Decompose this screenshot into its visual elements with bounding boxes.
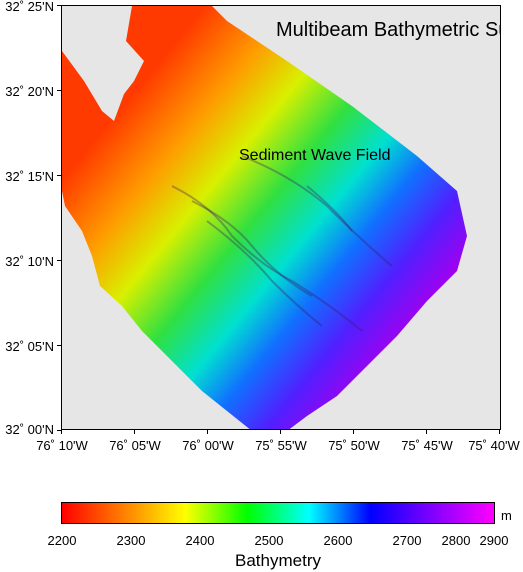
lon-tick xyxy=(353,430,354,434)
lat-label: 32˚ 05'N xyxy=(5,339,54,354)
lon-label: 75˚ 55'W xyxy=(255,438,307,453)
sediment-wave-ridges xyxy=(171,155,393,332)
colorbar-tick-label: 2700 xyxy=(392,533,422,548)
lon-label: 75˚ 50'W xyxy=(328,438,380,453)
colorbar-tick-label: 2200 xyxy=(47,533,77,548)
lon-tick xyxy=(134,430,135,434)
colorbar-unit: m xyxy=(501,508,512,523)
sediment-wave-label: Sediment Wave Field xyxy=(239,147,391,164)
lon-label: 76˚ 05'W xyxy=(109,438,161,453)
lon-label: 76˚ 00'W xyxy=(182,438,234,453)
colorbar-tick-label: 2900 xyxy=(479,533,509,548)
lat-tick xyxy=(57,90,62,91)
colorbar-tick-label: 2400 xyxy=(185,533,215,548)
bathymetry-map: Multibeam Bathymetric Survey Sediment Wa… xyxy=(61,5,501,430)
lon-label: 75˚ 45'W xyxy=(401,438,453,453)
lon-tick xyxy=(426,430,427,434)
colorbar-tick-label: 2800 xyxy=(441,533,471,548)
lat-label: 32˚ 25'N xyxy=(5,0,54,14)
colorbar-tick-label: 2500 xyxy=(254,533,284,548)
lon-tick xyxy=(207,430,208,434)
lon-label: 75˚ 40'W xyxy=(468,438,520,453)
lon-tick xyxy=(61,430,62,434)
lat-tick xyxy=(57,430,62,431)
lat-label: 32˚ 00'N xyxy=(5,422,54,437)
colorbar-title: Bathymetry xyxy=(235,551,321,570)
lat-label: 32˚ 10'N xyxy=(5,254,54,269)
lon-tick xyxy=(499,430,500,434)
survey-coverage-area xyxy=(62,6,467,429)
lat-label: 32˚ 15'N xyxy=(5,169,54,184)
colorbar-tick-label: 2300 xyxy=(116,533,146,548)
bathymetry-map-svg xyxy=(62,6,467,429)
map-title: Multibeam Bathymetric Survey xyxy=(276,19,500,41)
lon-label: 76˚ 10'W xyxy=(36,438,88,453)
lat-label: 32˚ 20'N xyxy=(5,84,54,99)
lat-tick xyxy=(57,260,62,261)
lat-tick xyxy=(57,5,62,6)
lat-tick xyxy=(57,345,62,346)
lat-tick xyxy=(57,175,62,176)
lon-tick xyxy=(280,430,281,434)
bathymetry-colorbar xyxy=(61,502,495,524)
colorbar-tick-label: 2600 xyxy=(323,533,353,548)
